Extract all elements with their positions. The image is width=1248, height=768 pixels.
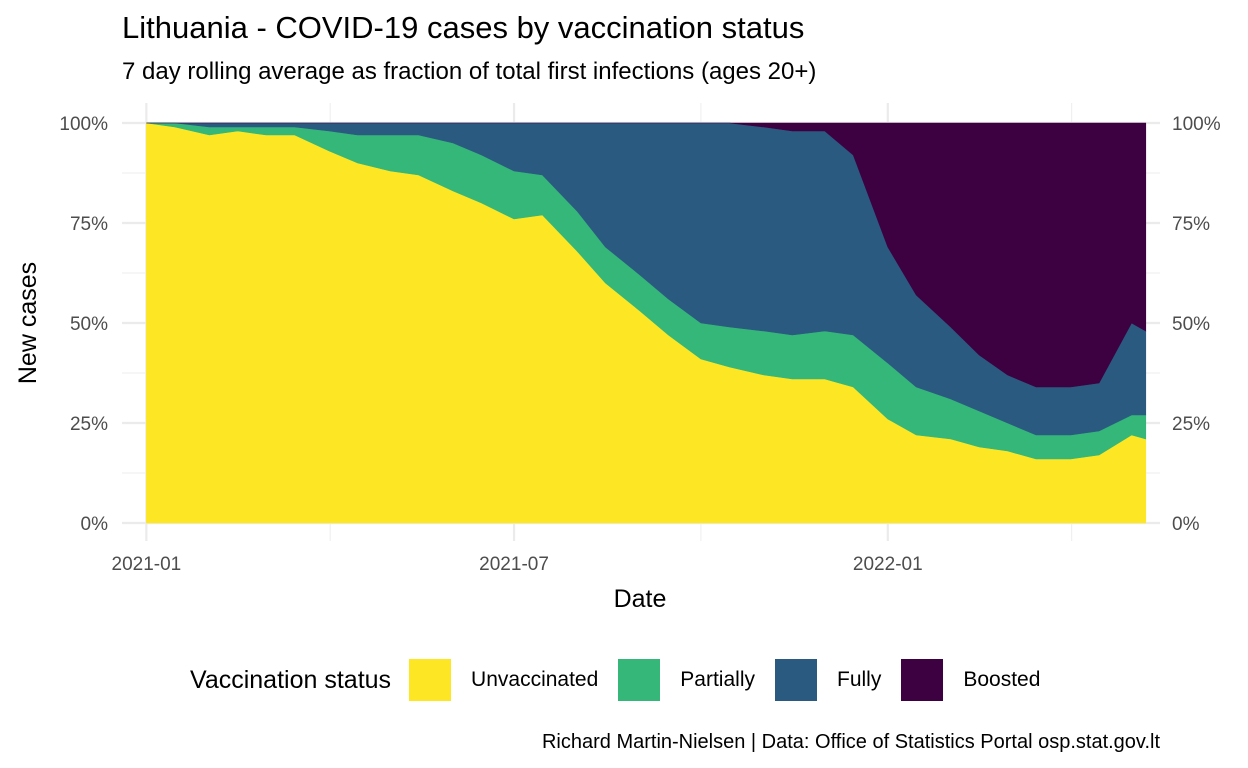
legend-label-fully: Fully: [837, 668, 882, 691]
legend-swatch-fully: [775, 659, 817, 701]
x-axis-title: Date: [614, 585, 667, 613]
legend-swatch-partially: [618, 659, 661, 701]
y-tick-label-right: 0%: [1172, 514, 1200, 535]
legend-item-unvaccinated: Unvaccinated: [409, 659, 598, 701]
legend-swatch-unvaccinated: [409, 659, 452, 701]
legend-item-partially: Partially: [618, 659, 755, 701]
y-tick-label-left: 50%: [70, 314, 108, 335]
x-tick-label: 2021-01: [112, 554, 182, 575]
legend-swatch-boosted: [901, 659, 944, 701]
y-tick-label-left: 75%: [70, 214, 108, 235]
legend-title: Vaccination status: [190, 665, 392, 694]
y-tick-label-right: 100%: [1172, 114, 1221, 135]
y-axis-title: New cases: [14, 262, 42, 384]
axes: 0% 0% 25% 25% 50% 50% 75% 75% 100% 100% 2021-01 202…: [59, 114, 1220, 575]
legend-item-boosted: Boosted: [901, 659, 1040, 701]
area-boosted: [146, 122, 1147, 388]
legend-label-boosted: Boosted: [963, 668, 1041, 691]
legend-item-fully: Fully: [775, 659, 881, 701]
legend: Vaccination status Unvaccinated Partiall…: [190, 658, 1060, 702]
area-series: [146, 122, 1147, 524]
chart-subtitle: 7 day rolling average as fraction of tot…: [122, 58, 817, 85]
legend-label-partially: Partially: [680, 668, 755, 691]
y-tick-label-left: 0%: [81, 514, 109, 535]
x-tick-label: 2022-01: [853, 554, 923, 575]
y-tick-label-left: 25%: [70, 414, 108, 435]
y-tick-label-right: 75%: [1172, 214, 1210, 235]
x-tick-label: 2021-07: [479, 554, 549, 575]
y-tick-label-right: 25%: [1172, 414, 1210, 435]
chart: 0% 0% 25% 25% 50% 50% 75% 75% 100% 100% 2021-01 202…: [14, 103, 1221, 613]
legend-label-unvaccinated: Unvaccinated: [471, 668, 599, 691]
chart-title: Lithuania - COVID-19 cases by vaccinatio…: [122, 10, 805, 45]
chart-caption: Richard Martin-Nielsen | Data: Office of…: [541, 731, 1160, 753]
y-tick-label-right: 50%: [1172, 314, 1210, 335]
y-tick-label-left: 100%: [59, 114, 108, 135]
